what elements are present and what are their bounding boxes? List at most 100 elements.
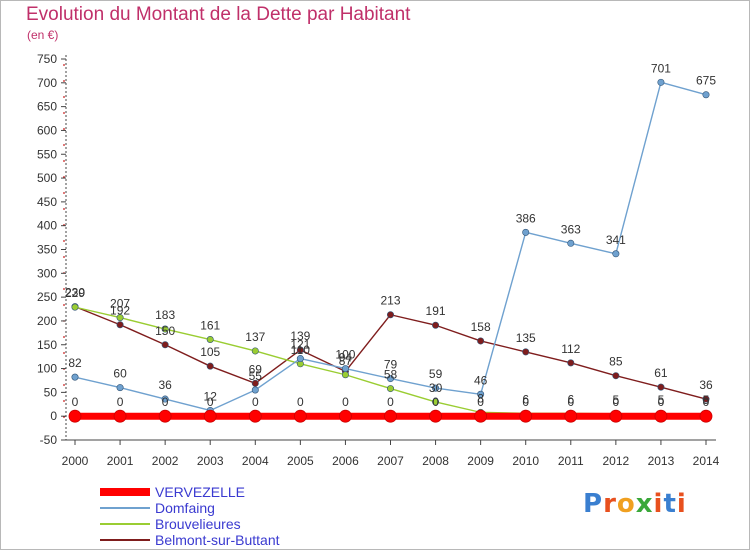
- y-tick-label: 550: [37, 147, 57, 161]
- data-label-brouvelieures: 6: [522, 392, 529, 406]
- data-point-vervezelle: [654, 409, 668, 423]
- data-point-domfaing: [567, 239, 575, 247]
- data-labels: 2301921501056913994213191158135112856136…: [65, 61, 716, 409]
- data-label-vervezelle: 0: [297, 395, 304, 409]
- data-label-domfaing: 701: [651, 61, 671, 75]
- logo-letter: i: [653, 489, 664, 519]
- data-label-brouvelieures: 183: [155, 308, 175, 322]
- data-label-brouvelieures: 229: [65, 286, 85, 300]
- y-tick-label: 300: [37, 266, 57, 280]
- data-label-brouvelieures: 30: [429, 381, 443, 395]
- chart-unit-label: (en €): [27, 28, 59, 42]
- logo-letter: t: [663, 489, 677, 519]
- data-point-belmont-sur-buttant: [116, 321, 124, 329]
- data-label-domfaing: 386: [516, 211, 536, 225]
- logo-letter: r: [603, 489, 617, 519]
- x-tick-label: 2003: [197, 454, 224, 468]
- x-tick-label: 2013: [648, 454, 675, 468]
- data-point-belmont-sur-buttant: [161, 341, 169, 349]
- data-label-belmont-sur-buttant: 158: [471, 320, 491, 334]
- x-tick-label: 2000: [62, 454, 89, 468]
- data-point-brouvelieures: [161, 325, 169, 333]
- x-tick-label: 2010: [512, 454, 539, 468]
- data-label-belmont-sur-buttant: 191: [426, 304, 446, 318]
- data-label-vervezelle: 0: [387, 395, 394, 409]
- data-label-brouvelieures: 8: [477, 391, 484, 405]
- data-point-brouvelieures: [71, 303, 79, 311]
- data-point-belmont-sur-buttant: [432, 321, 440, 329]
- data-point-vervezelle: [429, 409, 442, 423]
- data-label-vervezelle: 0: [522, 395, 529, 409]
- data-label-vervezelle: 0: [567, 395, 574, 409]
- data-point-brouvelieures: [251, 347, 259, 355]
- y-tick-label: 150: [37, 338, 57, 352]
- data-point-brouvelieures: [386, 385, 394, 393]
- data-point-belmont-sur-buttant: [522, 348, 530, 356]
- data-label-vervezelle: 0: [432, 395, 439, 409]
- data-point-brouvelieures: [116, 314, 124, 322]
- y-tick-label: 500: [37, 171, 57, 185]
- data-point-domfaing: [477, 390, 485, 398]
- data-point-belmont-sur-buttant: [657, 383, 665, 391]
- data-point-domfaing: [702, 91, 710, 99]
- data-label-domfaing: 60: [113, 367, 127, 381]
- data-label-vervezelle: 0: [252, 395, 259, 409]
- data-point-belmont-sur-buttant: [702, 395, 710, 403]
- x-tick-label: 2001: [107, 454, 134, 468]
- x-tick-label: 2006: [332, 454, 359, 468]
- data-point-vervezelle: [248, 409, 262, 423]
- x-tick-label: 2004: [242, 454, 269, 468]
- y-tick-label: 50: [44, 385, 58, 399]
- data-label-belmont-sur-buttant: 36: [699, 378, 713, 392]
- data-point-domfaing: [161, 395, 169, 403]
- data-label-vervezelle: 0: [162, 395, 169, 409]
- data-point-vervezelle: [609, 409, 623, 423]
- data-point-domfaing: [522, 228, 530, 236]
- data-point-domfaing: [657, 78, 665, 86]
- data-label-brouvelieures: 161: [200, 319, 220, 333]
- data-point-domfaing: [341, 365, 349, 373]
- y-tick-label: 700: [37, 76, 57, 90]
- legend-label-vervezelle: VERVEZELLE: [155, 484, 245, 500]
- y-tick-label: 350: [37, 243, 57, 257]
- data-point-vervezelle: [519, 409, 533, 423]
- data-point-domfaing: [612, 250, 620, 258]
- data-label-brouvelieures: 110: [291, 343, 310, 357]
- data-label-belmont-sur-buttant: 94: [339, 350, 353, 364]
- data-point-domfaing: [386, 375, 394, 383]
- data-label-brouvelieures: 87: [339, 354, 353, 368]
- y-tick-label: 450: [37, 195, 57, 209]
- data-label-brouvelieures: 207: [110, 297, 130, 311]
- x-tick-label: 2014: [693, 454, 720, 468]
- data-label-domfaing: 82: [68, 356, 82, 370]
- data-point-domfaing: [116, 384, 124, 392]
- data-label-brouvelieures: 58: [384, 368, 398, 382]
- data-label-domfaing: 675: [696, 74, 716, 88]
- data-point-domfaing: [296, 355, 304, 363]
- y-tick-label: 250: [37, 290, 57, 304]
- x-tick-label: 2012: [603, 454, 630, 468]
- x-tick-label: 2005: [287, 454, 314, 468]
- data-label-brouvelieures: 6: [567, 392, 574, 406]
- proxiti-logo: Proxiti: [583, 489, 687, 519]
- data-label-belmont-sur-buttant: 105: [200, 345, 220, 359]
- data-label-domfaing: 12: [204, 389, 218, 403]
- data-label-belmont-sur-buttant: 85: [609, 355, 623, 369]
- data-point-vervezelle: [203, 409, 217, 423]
- data-point-vervezelle: [384, 409, 397, 423]
- x-tick-label: 2008: [422, 454, 449, 468]
- legend-label-brouvelieures: Brouvelieures: [155, 516, 241, 532]
- y-tick-label: 750: [37, 52, 57, 66]
- logo-letter: x: [635, 489, 654, 519]
- data-label-vervezelle: 0: [72, 395, 79, 409]
- y-tick-label: 100: [37, 362, 57, 376]
- data-label-vervezelle: 0: [342, 395, 349, 409]
- legend: VERVEZELLEDomfaingBrouvelieuresBelmont-s…: [100, 484, 280, 548]
- data-label-vervezelle: 0: [117, 395, 124, 409]
- series-layer: [68, 78, 713, 423]
- data-label-domfaing: 121: [290, 338, 310, 352]
- axes: -500501001502002503003504004505005506006…: [37, 52, 720, 468]
- data-label-domfaing: 46: [474, 373, 488, 387]
- data-point-belmont-sur-buttant: [477, 337, 485, 345]
